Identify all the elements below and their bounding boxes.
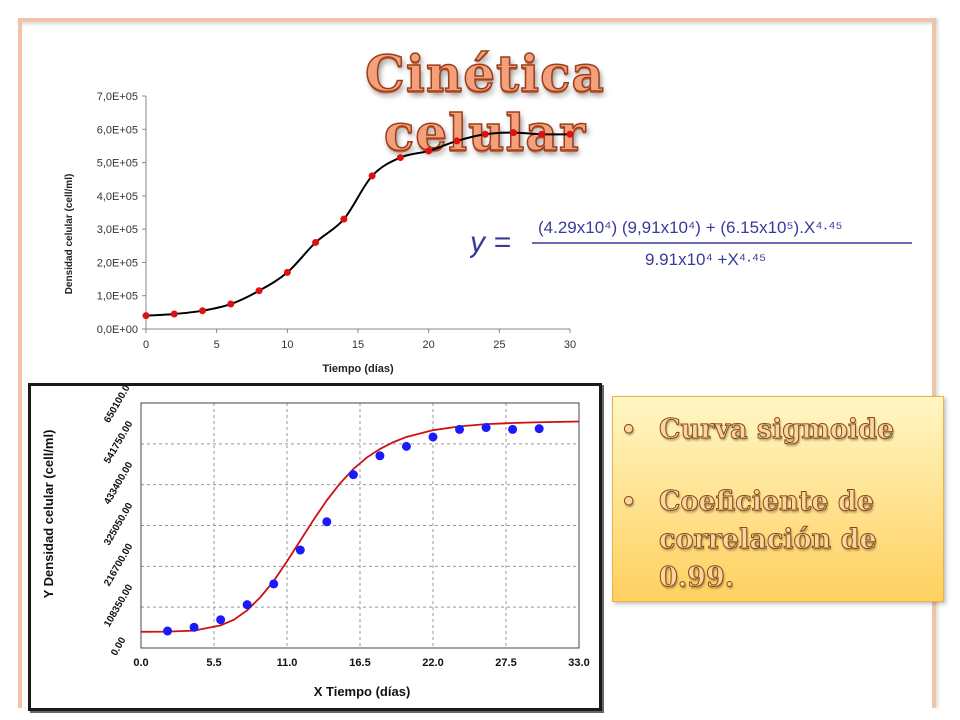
data-point	[199, 307, 207, 315]
fit-equation: y = (4.29x10⁴) (9,91x10⁴) + (6.15x10⁵).X…	[470, 218, 912, 269]
bullet-text: Curva sigmoide	[659, 414, 895, 446]
data-point	[566, 130, 574, 138]
data-point	[508, 424, 518, 434]
bullet-dot-icon: •	[620, 487, 637, 517]
data-point	[509, 129, 517, 137]
data-point	[295, 545, 305, 555]
y-tick-label: 7,0E+05	[97, 91, 138, 103]
x-tick-label: 11.0	[277, 657, 298, 669]
data-point	[189, 622, 199, 632]
y-tick-label: 216700.00	[102, 541, 135, 588]
data-point	[401, 441, 411, 451]
data-point	[269, 579, 279, 589]
equation-denominator: 9.91x10⁴ +X⁴·⁴⁵	[645, 250, 766, 269]
x-tick-label: 20	[423, 339, 435, 351]
data-point	[534, 424, 544, 434]
chart1-y-axis-label: Densidad celular (cell/ml)	[64, 174, 75, 295]
data-point	[368, 172, 376, 180]
chart2-x-axis-label: X Tiempo (días)	[314, 684, 411, 699]
chart1-marks	[142, 129, 574, 320]
y-tick-label: 325050.00	[102, 501, 135, 548]
x-tick-label: 33.0	[568, 657, 589, 669]
equation-numerator: (4.29x10⁴) (9,91x10⁴) + (6.15x10⁵).X⁴·⁴⁵	[538, 218, 843, 237]
fit-curve	[140, 420, 580, 633]
slide-frame-left	[18, 18, 22, 708]
data-point	[242, 600, 252, 610]
y-tick-label: 541750.00	[102, 419, 135, 466]
data-point	[455, 424, 465, 434]
slide-frame-top	[18, 18, 936, 22]
data-point	[163, 626, 173, 636]
bullet-box: • Curva sigmoide • Coeficiente de correl…	[612, 396, 944, 602]
x-tick-label: 5	[214, 339, 220, 351]
x-tick-label: 22.0	[422, 657, 443, 669]
chart1-axes: 0,0E+00 1,0E+05 2,0E+05 3,0E+05 4,0E+05 5,0E+…	[97, 91, 576, 351]
data-point	[142, 312, 150, 320]
data-point	[216, 615, 226, 625]
data-point	[481, 423, 491, 433]
series-line	[145, 131, 571, 317]
y-tick-label: 1,0E+05	[97, 291, 138, 303]
sigmoid-fit-chart: 0.00 108350.00216700.00325050.00433400.00…	[41, 386, 590, 699]
data-point	[481, 130, 489, 138]
fit-chart-panel: 0.00 108350.00 216700.00 325050.00 433400.00…	[28, 383, 602, 711]
data-point	[312, 238, 320, 246]
data-point	[227, 300, 235, 308]
data-point	[396, 154, 404, 162]
y-tick-label: 2,0E+05	[97, 257, 138, 269]
data-point	[283, 268, 291, 276]
data-point	[170, 310, 178, 318]
data-point	[255, 287, 263, 295]
data-point	[428, 432, 438, 442]
growth-line-chart: 0,0E+00 1,0E+05 2,0E+05 3,0E+05 4,0E+05 5,0E+…	[64, 91, 576, 375]
y-tick-label: 4,0E+05	[97, 191, 138, 203]
x-tick-label: 27.5	[495, 657, 516, 669]
chart2-y-axis-label: Y Densidad celular (cell/ml)	[41, 430, 56, 599]
y-tick-label: 5,0E+05	[97, 158, 138, 170]
x-tick-label: 10	[281, 339, 293, 351]
chart2-grid	[141, 403, 579, 648]
x-tick-label: 15	[352, 339, 364, 351]
chart2-marks	[140, 420, 580, 636]
data-point	[375, 451, 385, 461]
data-point	[322, 517, 332, 527]
y-tick-label: 433400.00	[102, 460, 135, 507]
data-point	[538, 130, 546, 138]
data-point	[425, 147, 433, 155]
x-tick-label: 30	[564, 339, 576, 351]
bullet-dot-icon: •	[620, 415, 637, 445]
chart1-x-axis-label: Tiempo (días)	[322, 363, 394, 375]
plot-area-border	[140, 402, 580, 649]
y-tick-label: 6,0E+05	[97, 124, 138, 136]
y-tick-label: 0.00	[109, 635, 128, 658]
y-tick-label: 0,0E+00	[97, 324, 138, 336]
x-tick-label: 16.5	[349, 657, 370, 669]
equation-lhs: y =	[470, 226, 511, 259]
data-point	[340, 215, 348, 223]
data-point	[453, 137, 461, 145]
x-tick-label: 0	[143, 339, 149, 351]
x-tick-label: 5.5	[206, 657, 221, 669]
slide-frame-right	[932, 18, 936, 708]
data-point	[348, 470, 358, 480]
bullet-text: Coeficiente de correlación de 0.99.	[659, 486, 878, 594]
y-tick-label: 650100.00	[102, 386, 135, 425]
y-tick-label: 3,0E+05	[97, 224, 138, 236]
x-tick-label: 0.0	[133, 657, 148, 669]
x-tick-label: 25	[493, 339, 505, 351]
y-tick-label: 108350.00	[102, 582, 135, 629]
